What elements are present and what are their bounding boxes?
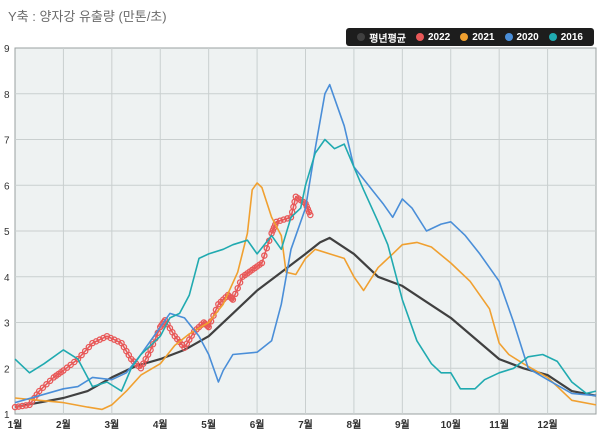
legend-label-2022: 2022: [428, 31, 451, 43]
y-tick-label: 8: [4, 90, 10, 101]
x-tick-label: 9월: [395, 419, 410, 431]
legend-label-2016: 2016: [560, 31, 583, 43]
series-line-평년평균: [14, 236, 597, 409]
y-tick-label: 9: [4, 44, 10, 55]
series-point-2022: [89, 339, 96, 347]
series-layer: [11, 83, 597, 411]
series-point-2022: [229, 296, 237, 303]
legend-item-2016[interactable]: 2016: [548, 31, 583, 43]
series-point-2022: [74, 355, 82, 363]
x-tick-label: 7월: [298, 419, 313, 431]
series-point-2022: [147, 346, 154, 354]
x-tick-label: 4월: [153, 419, 168, 431]
series-point-2022: [258, 259, 266, 267]
chart-title: Y축 : 양자강 유출량 (만톤/초): [8, 9, 167, 24]
series-point-2022: [15, 403, 22, 410]
series-point-2022: [81, 347, 89, 355]
series-point-2022: [43, 381, 50, 388]
x-tick-label: 5월: [201, 419, 216, 431]
series-point-2022: [210, 312, 217, 319]
x-tick-label: 3월: [104, 419, 119, 431]
series-point-2022: [280, 216, 287, 223]
series-point-2022: [39, 384, 47, 391]
legend-swatch-2020: [504, 33, 513, 41]
series-point-2022: [149, 340, 157, 348]
y-tick-label: 1: [4, 410, 10, 421]
y-tick-label: 6: [4, 181, 10, 192]
series-point-2022: [276, 217, 284, 224]
y-tick-label: 4: [4, 273, 10, 284]
x-tick-label: 8월: [347, 419, 362, 431]
legend-label-avg: 평년평균: [369, 33, 406, 45]
x-tick-label: 2월: [56, 419, 71, 431]
x-tick-label: 6월: [250, 419, 265, 431]
y-tick-label: 2: [4, 364, 10, 375]
legend-label-2021: 2021: [472, 31, 495, 43]
legend-item-2021[interactable]: 2021: [460, 31, 495, 43]
legend-label-2020: 2020: [516, 31, 539, 43]
legend: 평년평균 2022 2021 2020 2016: [346, 28, 594, 46]
legend-swatch-2022: [416, 33, 424, 41]
legend-swatch-2021: [460, 33, 469, 41]
legend-swatch-avg: [357, 33, 366, 41]
series-line-2021: [14, 182, 597, 411]
series-point-2022: [103, 332, 111, 340]
series-point-2022: [78, 351, 85, 359]
series-point-2022: [85, 343, 93, 351]
y-tick-label: 3: [4, 319, 10, 330]
series-point-2022: [236, 279, 244, 286]
series-point-2022: [92, 338, 100, 345]
y-tick-label: 5: [4, 227, 10, 238]
legend-item-2022[interactable]: 2022: [416, 32, 450, 43]
x-tick-label: 12월: [537, 419, 557, 431]
series-point-2022: [111, 336, 118, 343]
series-point-2022: [96, 336, 103, 343]
y-tick-label: 7: [4, 136, 10, 147]
series-point-2022: [307, 211, 314, 219]
series-point-2022: [263, 244, 271, 252]
legend-item-2020[interactable]: 2020: [504, 31, 539, 43]
y-axis: 1 2 3 4 5 6 7 8 9: [4, 44, 10, 421]
series-point-2022: [100, 334, 107, 342]
series-point-2022: [107, 334, 114, 342]
series-point-2022: [261, 252, 268, 259]
series-point-2022: [11, 403, 19, 411]
series-point-2022: [46, 377, 54, 385]
series-point-2022: [35, 387, 43, 395]
series-point-2022: [205, 323, 212, 331]
x-tick-label: 10월: [441, 419, 461, 431]
x-tick-label: 1월: [8, 419, 23, 431]
x-axis: 1월 2월 3월 4월 5월 6월 7월 8월 9월 10월 11월 12월: [8, 419, 558, 431]
x-tick-label: 11월: [489, 419, 509, 431]
series-point-2022: [114, 338, 122, 345]
series-point-2022: [232, 290, 239, 298]
series-point-2022: [228, 295, 235, 302]
series-line-2016: [14, 138, 597, 395]
legend-swatch-2016: [548, 33, 557, 41]
series-point-2022: [234, 284, 241, 292]
legend-item-avg[interactable]: 평년평균: [357, 30, 406, 45]
series-point-2022: [19, 402, 26, 410]
series-point-2022: [22, 402, 30, 409]
